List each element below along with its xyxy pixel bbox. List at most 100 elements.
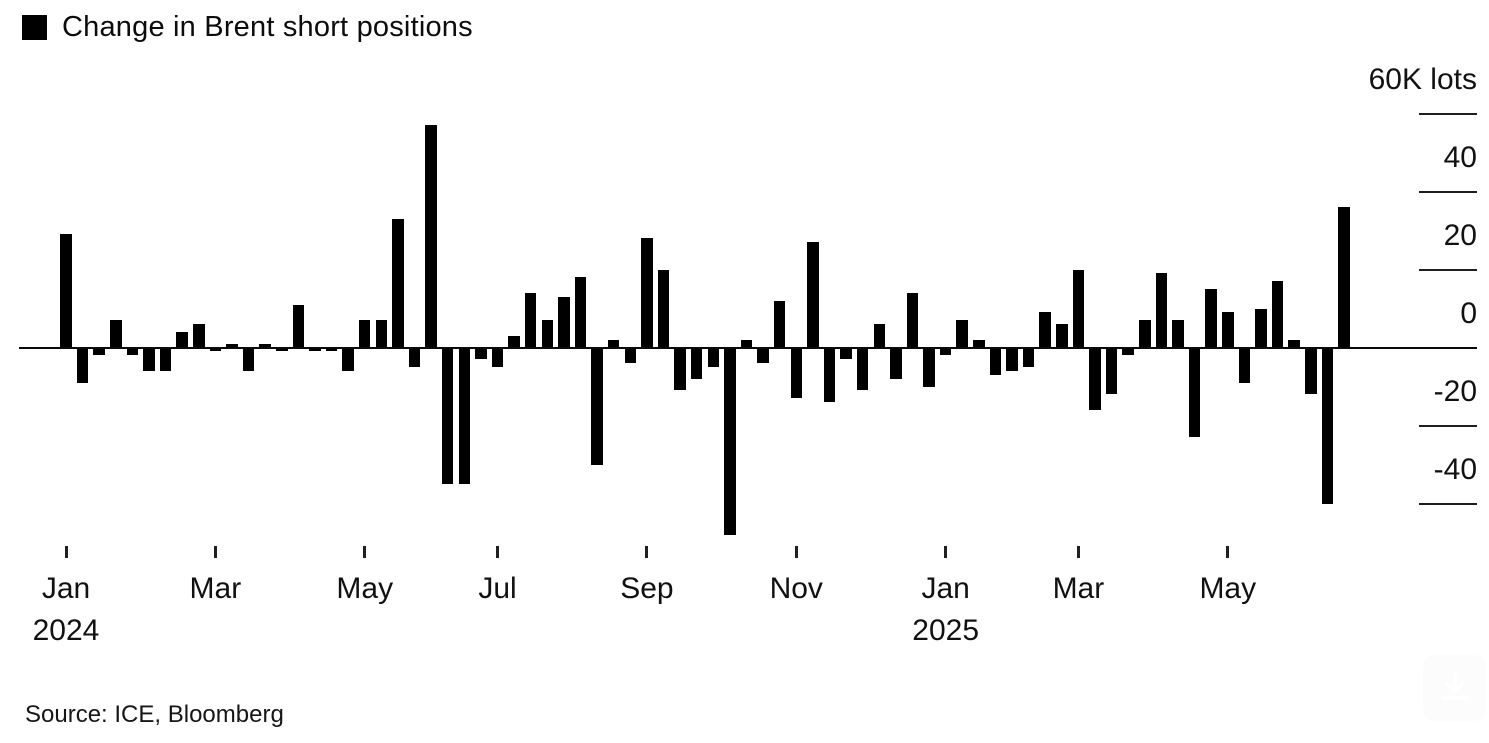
y-axis-tick-label: 0 <box>1460 296 1477 330</box>
bar <box>558 296 570 348</box>
bar <box>508 335 520 348</box>
bar <box>707 347 720 367</box>
bar <box>823 347 836 403</box>
x-axis-tick <box>645 546 649 558</box>
bar <box>1271 281 1284 348</box>
bar <box>1022 347 1035 367</box>
y-axis-tick <box>1419 424 1477 427</box>
x-axis-tick <box>213 546 217 558</box>
bar <box>1222 312 1234 348</box>
bar <box>624 347 637 364</box>
legend-label: Change in Brent short positions <box>62 11 473 43</box>
bar <box>1056 324 1068 348</box>
source-text: Source: ICE, Bloomberg <box>25 701 284 728</box>
x-axis-year-label: 2025 <box>912 614 980 647</box>
bar <box>292 304 305 348</box>
bar <box>1155 273 1168 348</box>
bar <box>276 347 288 352</box>
bar <box>358 320 371 348</box>
x-axis-tick <box>496 546 500 558</box>
bar <box>856 347 869 391</box>
bar <box>740 339 753 348</box>
x-axis-tick-label: May <box>1199 572 1257 605</box>
bar <box>923 347 935 387</box>
bar <box>176 331 188 348</box>
bar <box>242 347 255 371</box>
bar <box>93 347 105 356</box>
bar <box>1305 347 1317 395</box>
bar <box>890 347 902 379</box>
bar <box>309 347 321 352</box>
x-axis-tick-label: Mar <box>189 572 242 605</box>
x-axis-tick-label: May <box>336 572 394 605</box>
bar <box>1089 347 1101 410</box>
bar <box>1072 269 1085 348</box>
bar <box>989 347 1002 375</box>
x-axis-tick <box>1076 546 1080 558</box>
download-icon[interactable] <box>1423 655 1486 721</box>
x-axis-year-label: 2024 <box>32 614 100 647</box>
bar <box>939 347 952 356</box>
bar <box>408 347 421 367</box>
bar <box>1321 347 1334 504</box>
bar <box>491 347 504 367</box>
bar <box>209 347 222 352</box>
bar <box>1006 347 1018 371</box>
y-axis-tick-label: 60K lots <box>1368 62 1477 96</box>
y-axis-tick <box>1419 112 1477 115</box>
bar <box>458 347 471 484</box>
bar <box>757 347 769 364</box>
bar <box>1188 347 1201 438</box>
y-axis-tick-label: -20 <box>1433 374 1477 408</box>
bar <box>641 238 653 348</box>
bar <box>425 125 437 348</box>
bar <box>143 347 155 371</box>
bar <box>226 343 238 348</box>
x-axis-tick <box>794 546 798 558</box>
bar <box>657 269 670 348</box>
bar <box>1255 308 1267 348</box>
x-axis-line <box>19 346 1477 349</box>
bar <box>1172 320 1184 348</box>
bar <box>790 347 803 399</box>
x-axis-tick-label: Jan <box>41 572 91 605</box>
x-axis-tick <box>944 546 948 558</box>
y-axis-tick <box>1419 268 1477 271</box>
x-axis-tick <box>64 546 68 558</box>
bar <box>1139 320 1151 348</box>
bar <box>1288 339 1300 348</box>
y-axis-tick-label: 20 <box>1443 218 1477 252</box>
bar <box>807 242 819 348</box>
bar <box>840 347 852 360</box>
bar <box>541 320 554 348</box>
bar <box>193 324 205 348</box>
x-axis-tick-label: Jan <box>921 572 970 605</box>
bar <box>591 347 603 465</box>
bar <box>873 324 885 348</box>
y-axis-tick-label: -40 <box>1433 452 1477 486</box>
bar <box>906 292 919 348</box>
bar <box>524 292 537 348</box>
bar <box>60 234 72 348</box>
bar <box>126 347 139 356</box>
y-axis-tick-label: 40 <box>1443 140 1477 174</box>
bar <box>475 347 487 360</box>
bar <box>574 277 587 348</box>
legend-swatch-icon <box>22 15 47 40</box>
x-axis-tick-label: Jul <box>478 572 517 605</box>
x-axis-tick <box>363 546 367 558</box>
bar <box>76 347 89 383</box>
bar <box>724 347 736 535</box>
legend: Change in Brent short positions <box>22 11 473 44</box>
bar <box>159 347 172 371</box>
x-axis-tick-label: Mar <box>1052 572 1105 605</box>
bar <box>674 347 686 391</box>
bar <box>1238 347 1251 383</box>
bar <box>110 320 122 348</box>
bar <box>392 218 404 348</box>
bar <box>1039 312 1051 348</box>
bar <box>956 320 968 348</box>
bar <box>690 347 703 379</box>
